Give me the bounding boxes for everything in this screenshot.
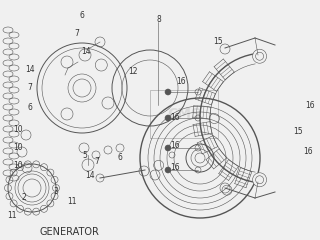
Circle shape: [18, 174, 46, 202]
Text: 7: 7: [75, 29, 79, 37]
Text: 6: 6: [28, 103, 32, 113]
Circle shape: [165, 89, 171, 95]
Text: 11: 11: [67, 198, 77, 206]
Text: 16: 16: [176, 78, 186, 86]
Text: 7: 7: [28, 84, 32, 92]
Text: GENERATOR: GENERATOR: [40, 227, 100, 237]
Text: 14: 14: [85, 170, 95, 180]
Text: 10: 10: [13, 144, 23, 152]
Text: 8: 8: [156, 16, 161, 24]
Text: 10: 10: [13, 162, 23, 170]
Circle shape: [165, 145, 171, 151]
Bar: [150, 90, 218, 138]
Text: 7: 7: [95, 157, 100, 167]
Text: 3: 3: [53, 187, 59, 197]
Text: CMS: CMS: [167, 107, 201, 121]
Circle shape: [165, 115, 171, 121]
Text: 16: 16: [303, 148, 313, 156]
Text: 6: 6: [80, 11, 84, 19]
Text: 16: 16: [305, 101, 315, 109]
Text: 16: 16: [170, 163, 180, 173]
Text: 11: 11: [7, 210, 17, 220]
Text: 16: 16: [170, 140, 180, 150]
Text: 12: 12: [128, 67, 138, 77]
Text: 2: 2: [22, 193, 26, 203]
Text: 16: 16: [170, 114, 180, 122]
Text: 6: 6: [117, 154, 123, 162]
Text: 14: 14: [81, 48, 91, 56]
Circle shape: [252, 49, 267, 63]
Circle shape: [165, 167, 171, 173]
Text: 5: 5: [83, 150, 87, 160]
Text: 15: 15: [213, 37, 223, 47]
Circle shape: [252, 173, 267, 187]
Text: 14: 14: [25, 66, 35, 74]
Text: 15: 15: [293, 127, 303, 137]
Text: 10: 10: [13, 126, 23, 134]
